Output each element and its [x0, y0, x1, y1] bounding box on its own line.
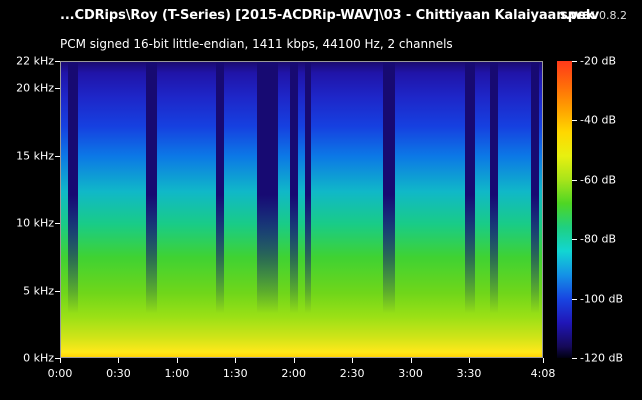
spectrogram: [60, 61, 543, 358]
level-tick-mark: [572, 358, 577, 359]
app-name: spek 0.8.2: [560, 8, 627, 23]
frequency-tick-label: 15 kHz: [16, 149, 54, 162]
quiet-segment: [305, 61, 312, 358]
frequency-tick-label: 10 kHz: [16, 216, 54, 230]
time-tick-label: 3:00: [398, 367, 423, 380]
time-tick-mark: [118, 358, 119, 363]
time-tick-label: 4:08: [530, 367, 556, 380]
stream-info: PCM signed 16-bit little-endian, 1411 kb…: [60, 37, 453, 51]
level-tick-label: -100 dB: [580, 292, 623, 306]
frequency-tick-mark: [55, 156, 60, 157]
time-tick-mark: [352, 358, 353, 363]
time-tick-label: 2:30: [339, 367, 365, 380]
level-tick-label: -40 dB: [580, 113, 616, 127]
level-tick-mark: [572, 239, 577, 240]
frequency-tick-label: 0 kHz: [23, 351, 54, 365]
level-tick-mark: [572, 61, 577, 62]
level-tick-mark: [572, 120, 577, 121]
frequency-tick-mark: [55, 88, 60, 89]
frequency-tick-label: 22 kHz: [16, 54, 54, 68]
level-colorbar: [557, 61, 572, 358]
quiet-segment: [215, 61, 224, 358]
time-tick-mark: [177, 358, 178, 363]
quiet-segment: [465, 61, 475, 358]
file-title: ...CDRips\Roy (T-Series) [2015-ACDRip-WA…: [60, 8, 600, 23]
time-tick-label: 2:00: [281, 367, 307, 380]
level-tick-mark: [572, 180, 577, 181]
quiet-segment: [256, 61, 279, 358]
frequency-tick-label: 20 kHz: [16, 81, 54, 95]
level-tick-label: -20 dB: [580, 54, 616, 68]
time-tick-label: 1:00: [164, 367, 190, 380]
level-tick-label: -80 dB: [580, 232, 616, 246]
app-name-text: spek: [560, 8, 595, 23]
time-tick-label: 0:00: [47, 367, 73, 380]
app-version: 0.8.2: [599, 9, 628, 22]
level-tick-label: -120 dB: [580, 351, 623, 365]
frequency-tick-mark: [55, 61, 60, 62]
frequency-tick-mark: [55, 358, 60, 359]
time-tick-mark: [411, 358, 412, 363]
level-tick-label: -60 dB: [580, 173, 616, 187]
time-tick-mark: [235, 358, 236, 363]
quiet-segment: [383, 61, 395, 358]
level-tick-mark: [572, 299, 577, 300]
quiet-segment: [531, 61, 540, 358]
quiet-segment: [67, 61, 78, 358]
quiet-segment: [289, 61, 298, 358]
time-tick-mark: [294, 358, 295, 363]
quiet-segment: [145, 61, 158, 358]
time-tick-mark: [60, 358, 61, 363]
quiet-segment: [490, 61, 499, 358]
frequency-tick-label: 5 kHz: [23, 284, 54, 297]
time-tick-label: 1:30: [222, 367, 248, 380]
frequency-tick-mark: [55, 223, 60, 224]
frequency-tick-mark: [55, 291, 60, 292]
time-tick-mark: [469, 358, 470, 363]
time-tick-label: 0:30: [106, 367, 131, 380]
time-tick-mark: [543, 358, 544, 363]
time-tick-label: 3:30: [456, 367, 482, 380]
